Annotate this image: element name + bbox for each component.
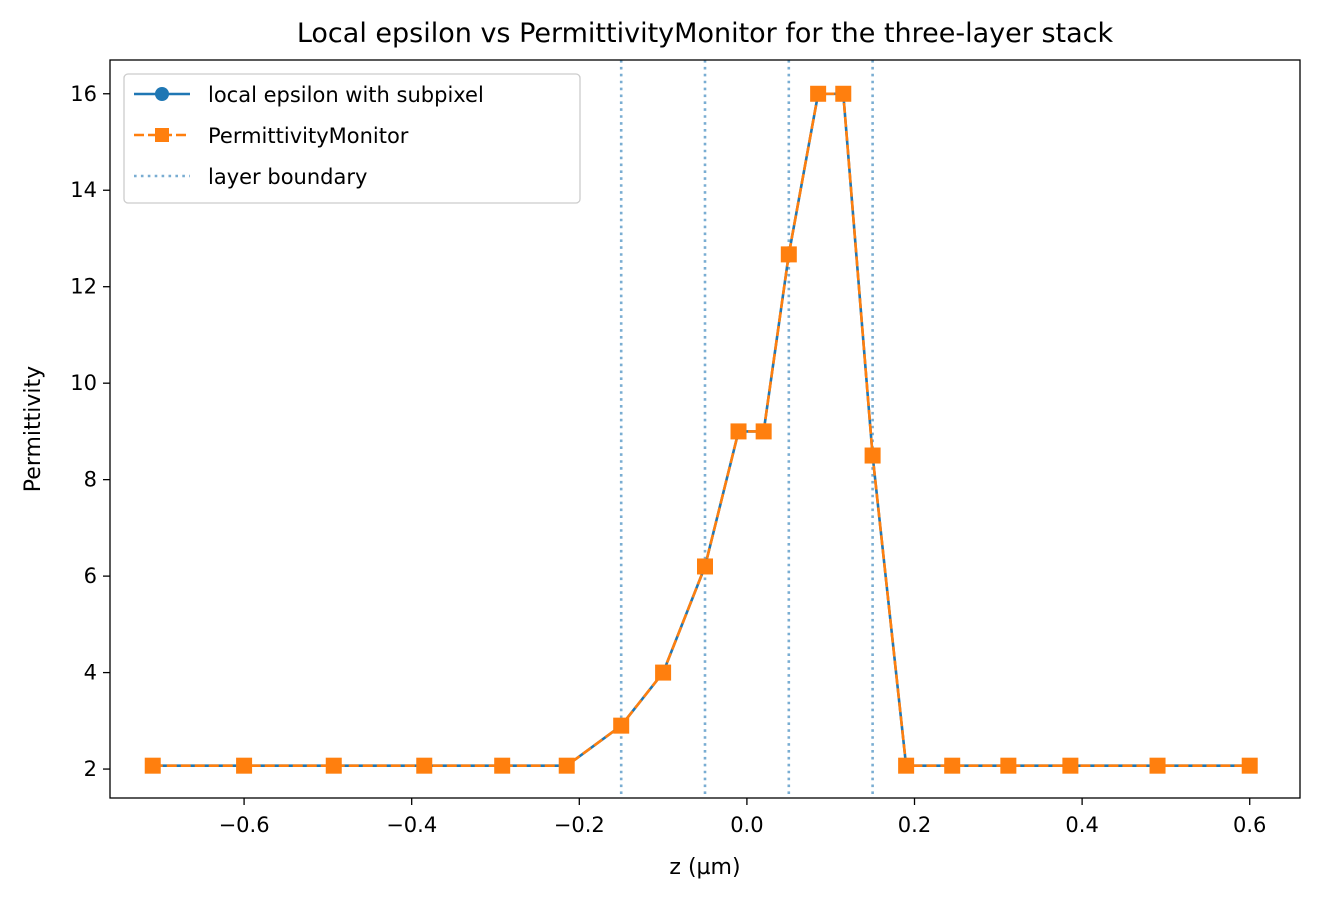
data-point-square-1-20 (1241, 757, 1258, 774)
data-point-square-1-18 (1062, 757, 1079, 774)
data-point-square-1-4 (494, 757, 511, 774)
data-point-square-1-1 (236, 757, 253, 774)
legend: local epsilon with subpixel Permittivity… (123, 73, 581, 204)
y-tick-label-3: 8 (84, 468, 97, 492)
data-point-square-1-8 (697, 558, 713, 575)
plot-frame (109, 59, 1301, 799)
y-tick-label-0: 2 (84, 757, 97, 781)
legend-marker-square-icon (155, 128, 169, 142)
data-point-square-1-7 (655, 664, 672, 681)
chart-title: Local epsilon vs PermittivityMonitor for… (297, 18, 1114, 49)
data-point-square-1-3 (416, 757, 433, 774)
legend-marker-circle-icon (155, 87, 169, 101)
legend-label-layer-boundary: layer boundary (208, 165, 367, 189)
data-point-square-1-17 (1000, 757, 1017, 774)
data-point-square-1-9 (730, 423, 747, 440)
legend-frame (123, 73, 581, 204)
data-point-square-1-11 (780, 246, 797, 263)
y-tick-label-1: 4 (84, 661, 97, 685)
data-point-square-1-2 (325, 757, 342, 774)
x-tick-label-6: 0.6 (1233, 813, 1266, 837)
x-tick-label-2: −0.2 (554, 813, 605, 837)
data-point-square-1-12 (810, 85, 827, 102)
data-point-square-1-0 (144, 757, 161, 774)
legend-entry-layer-boundary: layer boundary (134, 165, 367, 189)
x-tick-label-0: −0.6 (219, 813, 270, 837)
x-axis-ticks: −0.6 −0.4 −0.2 0.0 0.2 0.4 0.6 (219, 798, 1266, 837)
y-tick-label-6: 14 (70, 178, 97, 202)
data-point-square-1-6 (613, 717, 630, 734)
legend-entry-local-epsilon: local epsilon with subpixel (134, 83, 484, 107)
legend-label-local-epsilon: local epsilon with subpixel (208, 83, 484, 107)
data-point-square-1-10 (755, 423, 772, 440)
x-tick-label-3: 0.0 (730, 813, 763, 837)
data-point-square-1-15 (898, 757, 915, 774)
data-point-square-1-16 (944, 757, 961, 774)
x-tick-label-1: −0.4 (386, 813, 437, 837)
x-axis-label: z (µm) (669, 855, 740, 880)
data-point-square-1-13 (835, 85, 852, 102)
y-axis-ticks: 2 4 6 8 10 12 14 16 (70, 82, 110, 781)
legend-label-permittivity-monitor: PermittivityMonitor (208, 124, 409, 148)
data-point-square-1-19 (1149, 757, 1166, 774)
data-point-square-1-14 (864, 447, 881, 464)
y-tick-label-4: 10 (70, 371, 97, 395)
legend-entry-permittivity-monitor: PermittivityMonitor (134, 124, 409, 148)
data-point-square-1-5 (558, 757, 575, 774)
layer-boundaries (619, 60, 874, 798)
x-tick-label-5: 0.4 (1065, 813, 1098, 837)
y-axis-label: Permittivity (21, 366, 46, 492)
series-layer (144, 85, 1258, 774)
x-tick-label-4: 0.2 (898, 813, 931, 837)
y-tick-label-7: 16 (70, 82, 97, 106)
y-tick-label-2: 6 (84, 564, 97, 588)
y-tick-label-5: 12 (70, 275, 97, 299)
